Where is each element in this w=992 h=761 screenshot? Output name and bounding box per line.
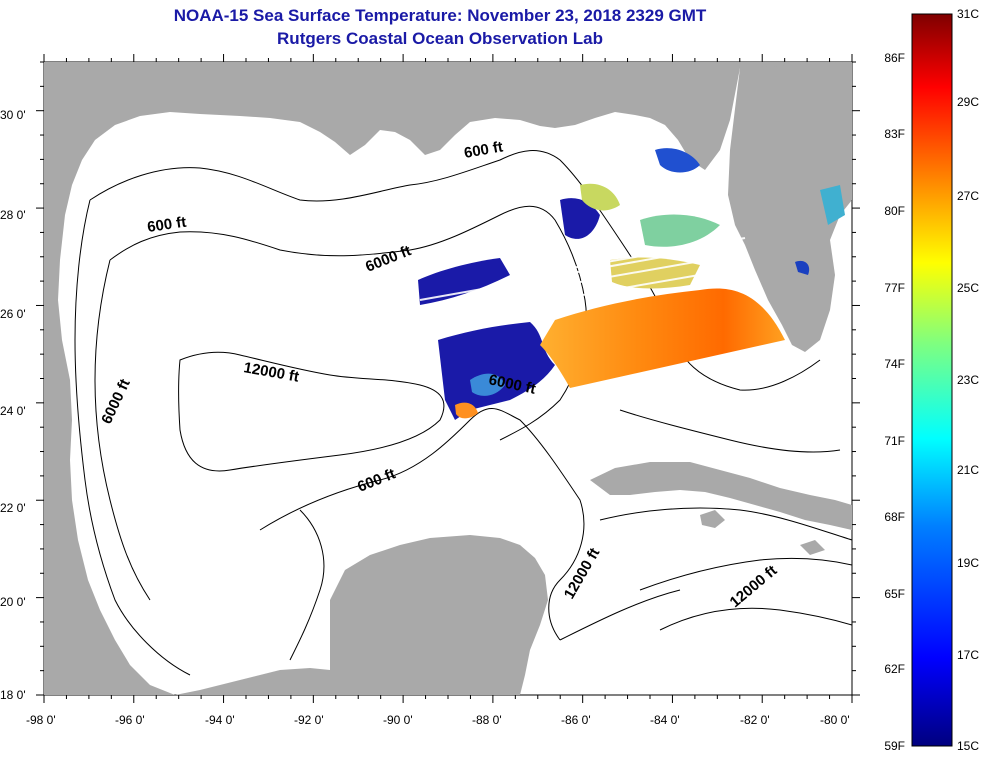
land-florida xyxy=(728,62,852,352)
colorbar-f-labels: 86F 83F 80F 77F 74F 71F 68F 65F 62F 59F xyxy=(884,51,905,753)
contour-6000ft-west xyxy=(94,259,151,601)
lon-tick-label: -84 0' xyxy=(650,713,680,727)
lon-tick-label: -86 0' xyxy=(561,713,591,727)
swath-cold-region xyxy=(438,322,555,420)
land-mexico-south xyxy=(175,668,330,695)
colorbar-f-label: 71F xyxy=(884,434,905,448)
colorbar-f-label: 59F xyxy=(884,739,905,753)
lon-tick-label: -92 0' xyxy=(294,713,324,727)
contour-600ft-yucatan xyxy=(259,407,585,641)
frame-ticks xyxy=(36,54,860,703)
map-subtitle: Rutgers Coastal Ocean Observation Lab xyxy=(277,29,603,48)
lon-axis-labels: -98 0' -96 0' -94 0' -92 0' -90 0' -88 0… xyxy=(26,713,850,727)
colorbar-c-label: 25C xyxy=(957,281,979,295)
swath-warm-region xyxy=(540,288,785,388)
land-yucatan xyxy=(330,535,548,695)
colorbar-c-labels: 31C 29C 27C 25C 23C 21C 19C 17C 15C xyxy=(957,7,979,753)
lon-tick-label: -96 0' xyxy=(115,713,145,727)
lon-tick-label: -98 0' xyxy=(26,713,56,727)
colorbar-f-label: 77F xyxy=(884,281,905,295)
lat-axis-labels: 18 0' 20 0' 22 0' 24 0' 26 0' 28 0' 30 0… xyxy=(0,108,26,702)
colorbar-f-label: 74F xyxy=(884,357,905,371)
colorbar-c-label: 15C xyxy=(957,739,979,753)
colorbar-f-label: 83F xyxy=(884,127,905,141)
lon-tick-label: -82 0' xyxy=(740,713,770,727)
contour-600ft-west xyxy=(74,199,191,676)
colorbar-f-label: 68F xyxy=(884,510,905,524)
map-title: NOAA-15 Sea Surface Temperature: Novembe… xyxy=(173,6,707,25)
contour-label: 600 ft xyxy=(146,214,187,236)
colorbar-f-label: 80F xyxy=(884,204,905,218)
colorbar-f-label: 86F xyxy=(884,51,905,65)
lat-tick-label: 28 0' xyxy=(0,208,26,222)
colorbar-f-label: 65F xyxy=(884,587,905,601)
colorbar-c-label: 17C xyxy=(957,648,979,662)
colorbar-c-label: 31C xyxy=(957,7,979,21)
contour-12000ft-caribbean xyxy=(639,557,852,591)
lon-tick-label: -88 0' xyxy=(472,713,502,727)
lat-tick-label: 24 0' xyxy=(0,404,26,418)
satellite-swath xyxy=(418,148,845,420)
colorbar-c-label: 27C xyxy=(957,189,979,203)
colorbar-c-label: 19C xyxy=(957,556,979,570)
contour-label: 600 ft xyxy=(463,138,505,162)
lat-tick-label: 20 0' xyxy=(0,595,26,609)
colorbar-gradient xyxy=(911,13,953,747)
colorbar-c-label: 21C xyxy=(957,463,979,477)
lat-tick-label: 30 0' xyxy=(0,108,26,122)
colorbar-f-label: 62F xyxy=(884,662,905,676)
lon-tick-label: -80 0' xyxy=(820,713,850,727)
lon-tick-label: -94 0' xyxy=(205,713,235,727)
lat-tick-label: 26 0' xyxy=(0,307,26,321)
colorbar-c-label: 29C xyxy=(957,95,979,109)
lon-tick-label: -90 0' xyxy=(383,713,413,727)
lat-tick-label: 18 0' xyxy=(0,688,26,702)
colorbar-c-label: 23C xyxy=(957,373,979,387)
lat-tick-label: 22 0' xyxy=(0,501,26,515)
land-cuba xyxy=(590,462,852,530)
contour-12000ft xyxy=(178,351,445,472)
contour-600ft-shelf xyxy=(89,150,821,391)
colorbar: 86F 83F 80F 77F 74F 71F 68F 65F 62F 59F … xyxy=(884,7,979,753)
